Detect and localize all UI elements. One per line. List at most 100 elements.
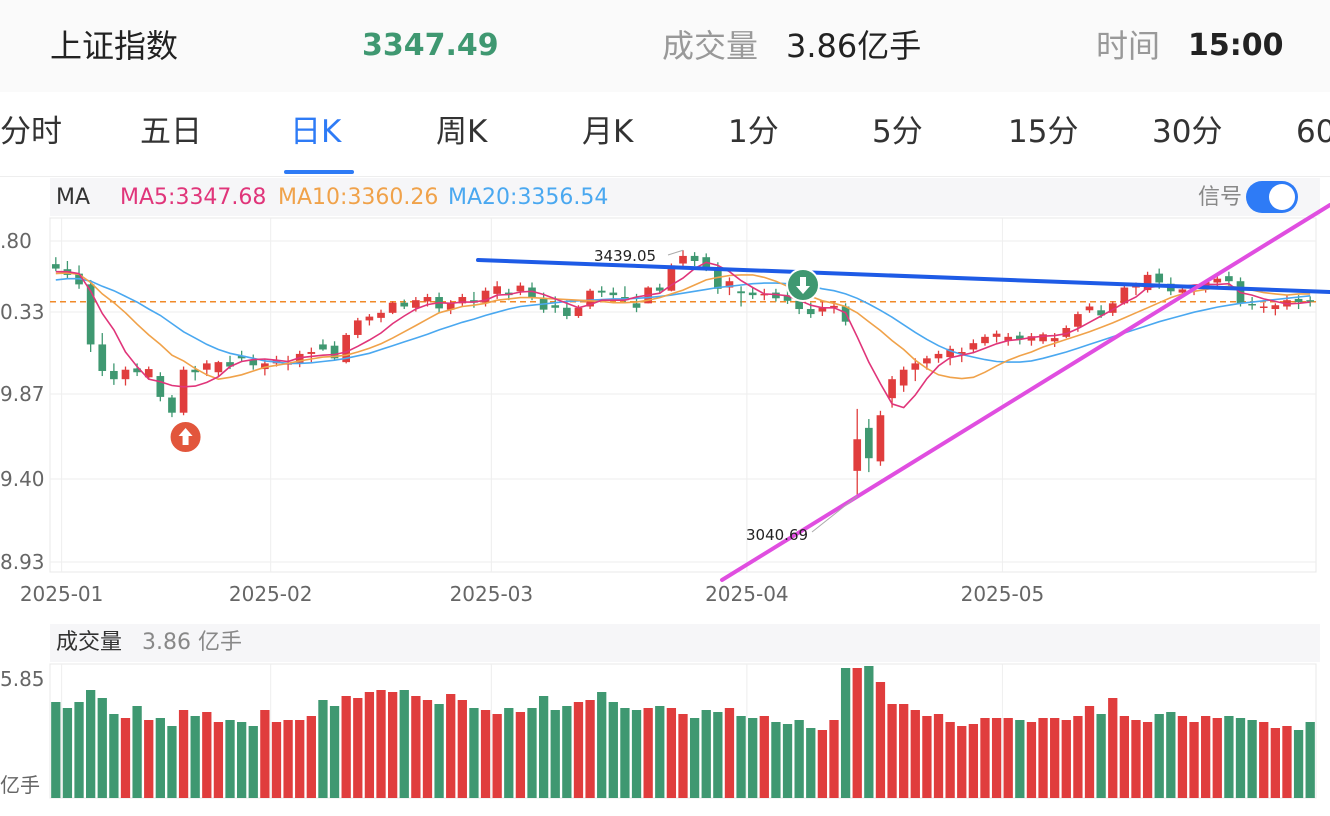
tab-weekly-k[interactable]: 周K (436, 114, 488, 150)
volume-bar (573, 702, 584, 798)
candle-body (412, 300, 420, 308)
volume-value: 3.86亿手 (786, 27, 922, 65)
candle-body (156, 376, 165, 397)
volume-bar (1073, 716, 1083, 798)
volume-bar (910, 710, 920, 798)
candle-body (563, 307, 571, 316)
tab-daily-k[interactable]: 日K (290, 114, 342, 150)
volume-bar (446, 694, 456, 798)
x-tick-label: 2025-03 (450, 582, 534, 606)
candle-body (934, 353, 943, 359)
volume-bar (178, 710, 189, 798)
volume-axis-top-label: 5.85 (0, 667, 45, 691)
volume-bar (817, 730, 828, 798)
candle-body (1050, 338, 1059, 342)
signal-toggle[interactable] (1246, 181, 1298, 213)
resistance-trendline (476, 258, 1330, 294)
y-tick-label: .80 (0, 229, 32, 253)
y-tick-label: 9.40 (0, 467, 45, 491)
volume-bar (864, 666, 874, 798)
tab-15min[interactable]: 15分 (1008, 114, 1079, 150)
volume-bar (782, 724, 793, 798)
volume-bar (515, 712, 526, 798)
candle-body (516, 285, 525, 292)
volume-bar (306, 716, 316, 798)
tab-30min[interactable]: 30分 (1152, 114, 1223, 150)
candle-body (795, 300, 803, 310)
volume-label: 成交量 (662, 27, 759, 65)
candle-body (899, 369, 908, 386)
volume-bar (620, 708, 630, 798)
ma10-value: MA10:3360.26 (278, 185, 439, 210)
candle-body (992, 333, 1001, 337)
candle-body (876, 415, 885, 462)
volume-bar (1212, 718, 1222, 798)
candle-body (1306, 300, 1315, 302)
volume-bar (899, 704, 909, 798)
candle-body (818, 307, 827, 312)
volume-bar (97, 698, 107, 798)
volume-bar (283, 720, 293, 798)
candle-body (957, 352, 966, 354)
volume-bar (399, 690, 409, 798)
active-tab-indicator (284, 170, 354, 174)
candle-body (853, 439, 862, 471)
candle-body (1097, 310, 1105, 316)
volume-bar (1096, 714, 1106, 798)
signal-label: 信号 (1198, 185, 1243, 210)
ma10-line (55, 272, 1311, 381)
volume-bar (190, 716, 200, 798)
ma5-value: MA5:3347.68 (120, 185, 267, 210)
volume-bar (109, 714, 119, 798)
y-tick-label: 9.87 (0, 382, 45, 406)
volume-bar (295, 720, 305, 798)
candle-body (121, 369, 130, 380)
volume-bar (434, 704, 444, 798)
volume-bar (1050, 718, 1060, 798)
volume-bar (968, 724, 979, 798)
tab-1min[interactable]: 1分 (728, 114, 779, 150)
tab-five-day[interactable]: 五日 (140, 114, 202, 150)
candle-body (423, 297, 432, 302)
candle-body (1225, 276, 1233, 282)
volume-bar (538, 696, 549, 798)
candle-body (388, 302, 397, 313)
volume-bar (1084, 706, 1095, 798)
support-trendline (720, 203, 1330, 582)
volume-bar (1270, 728, 1280, 798)
candle-body (214, 362, 223, 373)
volume-bar (1108, 698, 1118, 798)
candle-body (748, 292, 757, 296)
candle-body (400, 302, 409, 307)
candle-body (597, 290, 606, 293)
high-annotation-leader (667, 249, 684, 256)
period-tabs (0, 92, 1330, 177)
volume-bar (155, 718, 165, 798)
volume-legend: 成交量 3.86 亿手 (50, 624, 1320, 662)
tab-60min[interactable]: 60 (1296, 114, 1330, 150)
volume-bar (62, 708, 73, 798)
candle-body (528, 287, 536, 298)
candle-body (144, 369, 153, 378)
volume-bar (666, 708, 677, 798)
volume-bar (260, 710, 270, 798)
candle-body (446, 303, 455, 310)
volume-bar (329, 706, 340, 798)
volume-bar (271, 722, 282, 798)
y-tick-label: 0.33 (0, 300, 45, 324)
volume-bar (852, 668, 862, 798)
volume-bar (1282, 726, 1292, 798)
tab-monthly-k[interactable]: 月K (582, 114, 634, 150)
ma20-line (55, 277, 1311, 365)
candle-body (923, 358, 931, 364)
candle-body (458, 297, 467, 304)
volume-bar (887, 704, 897, 798)
candle-body (1259, 306, 1268, 308)
volume-bar (597, 692, 607, 798)
tab-5min[interactable]: 5分 (872, 114, 923, 150)
tab-intraday[interactable]: 分时 (0, 114, 62, 150)
ma20-value: MA20:3356.54 (448, 185, 609, 210)
volume-bar (689, 718, 700, 798)
volume-bar (1177, 716, 1188, 798)
candle-body (237, 355, 246, 359)
